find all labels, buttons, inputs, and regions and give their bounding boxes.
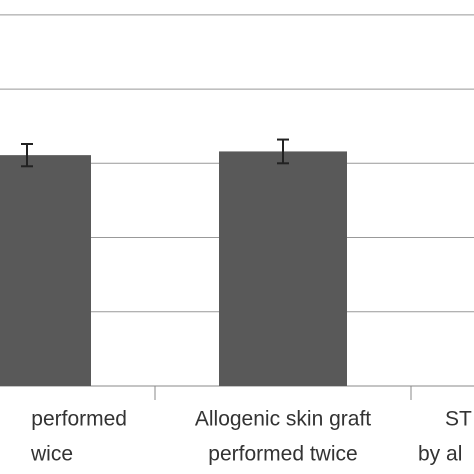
x-tick-label: ST xyxy=(445,408,472,431)
x-tick-label: by al xyxy=(418,443,462,466)
bar xyxy=(0,155,91,386)
error-bar xyxy=(277,138,289,165)
x-tick-label: wice xyxy=(30,443,73,466)
bar xyxy=(219,151,347,386)
x-tick-label: performed twice xyxy=(208,443,357,466)
x-tick-label: performed xyxy=(31,408,127,431)
error-bar xyxy=(21,143,33,168)
x-tick-label: Allogenic skin graft xyxy=(195,408,371,431)
